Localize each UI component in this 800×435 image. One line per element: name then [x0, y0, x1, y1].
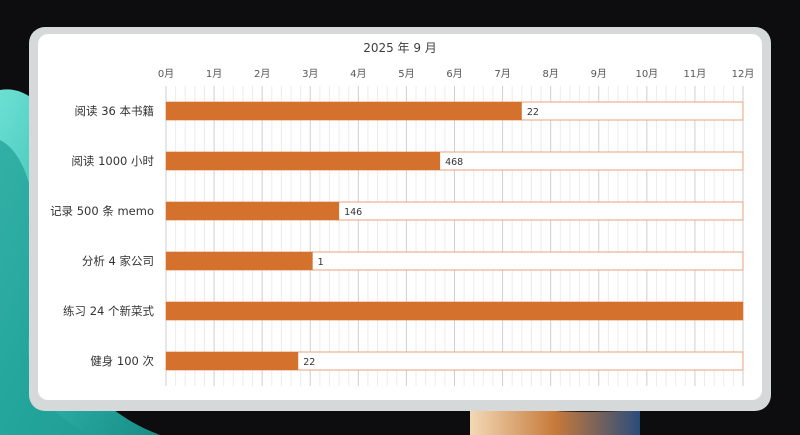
bar: [166, 202, 340, 220]
chart-card: 2025 年 9 月 0月 1月 2月 3月 4月 5月 6月 7月 8月 9月 10月 11月 12月…: [38, 34, 762, 400]
data-label: 1: [318, 257, 324, 268]
bar: [166, 352, 299, 370]
bar: [166, 152, 441, 170]
bar: [166, 302, 743, 320]
data-label: 468: [445, 157, 463, 168]
bar: [166, 102, 522, 120]
x-tick-label: 5月: [398, 68, 414, 80]
bar: [166, 252, 313, 270]
x-tick-label: 11月: [684, 68, 707, 80]
x-tick-label: 0月: [158, 68, 174, 80]
data-label: 22: [303, 357, 315, 368]
category-label: 阅读 36 本书籍: [75, 104, 154, 118]
data-label: 22: [527, 107, 539, 118]
category-label: 练习 24 个新菜式: [63, 304, 154, 318]
category-label: 健身 100 次: [90, 354, 154, 368]
x-tick-label: 10月: [635, 68, 658, 80]
grid-lines: [165, 86, 744, 386]
bars: 阅读 36 本书籍 22 阅读 1000 小时 468 记录 500 条 memo 146…: [50, 101, 744, 371]
category-label: 阅读 1000 小时: [71, 154, 154, 168]
x-tick-label: 3月: [302, 68, 318, 80]
x-tick-label: 12月: [732, 68, 755, 80]
chart-title: 2025 年 9 月: [363, 41, 437, 55]
x-axis-ticks: 0月 1月 2月 3月 4月 5月 6月 7月 8月 9月 10月 11月 12月: [158, 68, 755, 80]
category-label: 记录 500 条 memo: [50, 204, 154, 218]
category-label: 分析 4 家公司: [82, 254, 154, 268]
x-tick-label: 2月: [254, 68, 270, 80]
x-tick-label: 6月: [446, 68, 462, 80]
x-tick-label: 4月: [350, 68, 366, 80]
bar-chart: 2025 年 9 月 0月 1月 2月 3月 4月 5月 6月 7月 8月 9月 10月 11月 12月…: [50, 41, 755, 386]
data-label: 146: [344, 207, 362, 218]
x-tick-label: 7月: [494, 68, 510, 80]
x-tick-label: 9月: [591, 68, 607, 80]
x-tick-label: 1月: [206, 68, 222, 80]
x-tick-label: 8月: [542, 68, 558, 80]
